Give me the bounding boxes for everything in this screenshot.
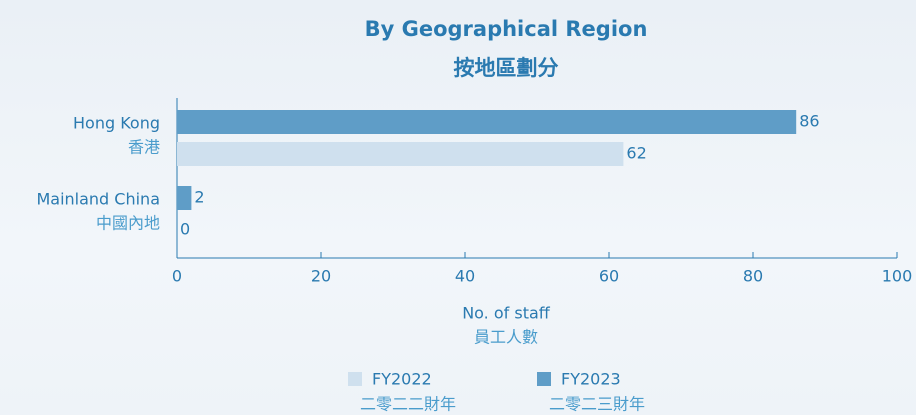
x-tick-label: 40 (455, 267, 475, 286)
legend-label-zh: 二零二三財年 (549, 395, 645, 414)
legend-label: FY2023 (561, 370, 621, 389)
x-tick-label: 80 (743, 267, 763, 286)
data-label: 0 (180, 220, 190, 239)
legend-swatch (348, 372, 362, 386)
bar (177, 110, 797, 134)
chart-subtitle: 按地區劃分 (454, 56, 559, 80)
x-tick-label: 0 (172, 267, 182, 286)
legend-label: FY2022 (372, 370, 432, 389)
bar (177, 142, 624, 166)
x-tick-label: 100 (882, 267, 913, 286)
y-tick-label-zh: 中國內地 (96, 214, 160, 233)
data-label: 62 (626, 144, 646, 163)
data-label: 2 (194, 188, 204, 207)
y-tick-label-zh: 香港 (128, 138, 160, 157)
data-label: 86 (799, 112, 819, 131)
x-tick-label: 20 (311, 267, 331, 286)
chart-title: By Geographical Region (365, 17, 648, 41)
bar (177, 186, 192, 210)
y-tick-label: Hong Kong (73, 114, 160, 133)
legend-label-zh: 二零二二財年 (360, 395, 456, 414)
legend-swatch (537, 372, 551, 386)
y-tick-label: Mainland China (36, 190, 160, 209)
x-axis-label: No. of staff (462, 304, 551, 323)
x-axis-label-zh: 員工人數 (474, 328, 538, 347)
x-tick-label: 60 (599, 267, 619, 286)
